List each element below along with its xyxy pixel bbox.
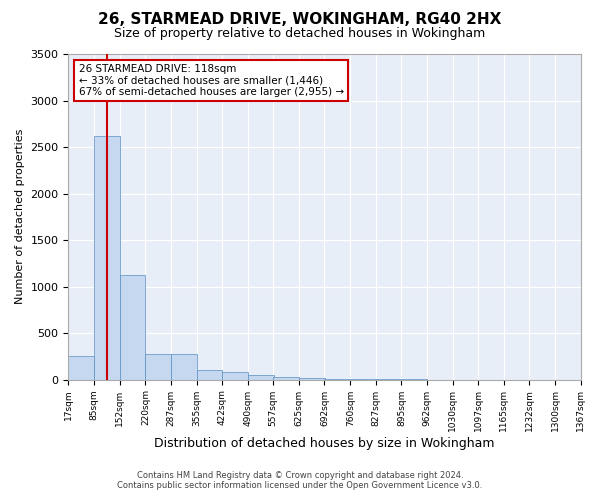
Bar: [145, 354, 171, 380]
Bar: [248, 375, 274, 380]
Bar: [222, 372, 248, 380]
Text: Contains HM Land Registry data © Crown copyright and database right 2024.
Contai: Contains HM Land Registry data © Crown c…: [118, 470, 482, 490]
Bar: [94, 136, 120, 380]
Bar: [299, 378, 325, 380]
Y-axis label: Number of detached properties: Number of detached properties: [15, 129, 25, 304]
Text: 26, STARMEAD DRIVE, WOKINGHAM, RG40 2HX: 26, STARMEAD DRIVE, WOKINGHAM, RG40 2HX: [98, 12, 502, 28]
Bar: [273, 377, 299, 380]
Bar: [325, 379, 350, 380]
Bar: [119, 276, 145, 380]
Text: Size of property relative to detached houses in Wokingham: Size of property relative to detached ho…: [115, 28, 485, 40]
Bar: [197, 370, 223, 380]
Bar: [171, 354, 197, 380]
Bar: [68, 356, 94, 380]
Text: 26 STARMEAD DRIVE: 118sqm
← 33% of detached houses are smaller (1,446)
67% of se: 26 STARMEAD DRIVE: 118sqm ← 33% of detac…: [79, 64, 344, 97]
X-axis label: Distribution of detached houses by size in Wokingham: Distribution of detached houses by size …: [154, 437, 495, 450]
